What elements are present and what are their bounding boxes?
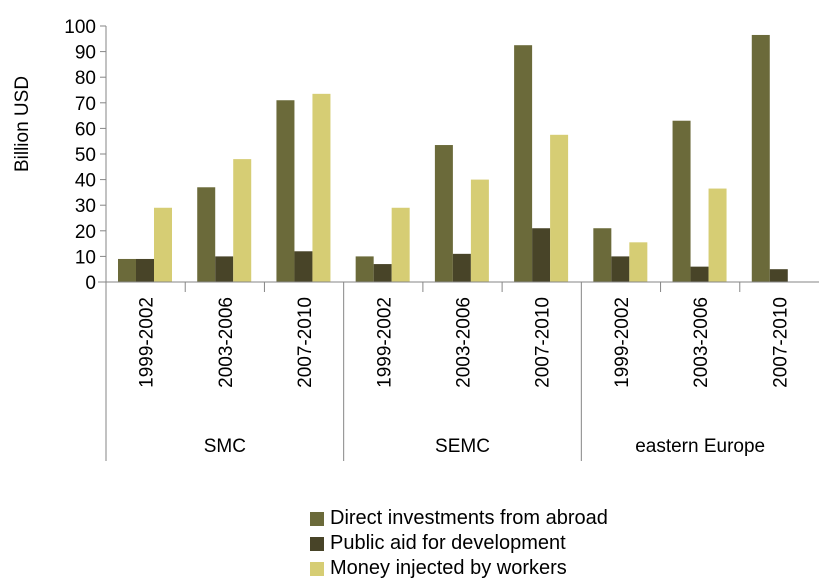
y-axis: 0 10 20 30 40 50 60 70 80 90 100: [64, 17, 107, 294]
x-tick-label: 2007-2010: [295, 297, 316, 388]
bar: [708, 188, 727, 282]
x-axis: 1999-2002 2003-2006 2007-2010 1999-2002 2003…: [98, 281, 819, 461]
bar: [294, 251, 313, 282]
legend-swatch: [310, 561, 324, 576]
bar: [434, 145, 453, 282]
legend-item: Public aid for development: [310, 531, 608, 556]
y-tick-label: 90: [75, 43, 96, 64]
bar: [514, 45, 533, 283]
bar: [355, 256, 374, 282]
bar: [276, 100, 295, 283]
bar: [769, 269, 788, 282]
y-tick-label: 20: [75, 222, 96, 243]
x-tick-label: 2003-2006: [454, 297, 475, 388]
legend: Direct investments from abroad Public aid…: [310, 506, 608, 581]
bar: [136, 258, 154, 282]
bar: [452, 253, 471, 282]
legend-swatch: [310, 511, 324, 526]
bar: [470, 179, 489, 282]
legend-swatch: [310, 536, 324, 551]
legend-label: Public aid for development: [330, 532, 566, 554]
y-tick-label: 0: [85, 273, 96, 294]
bar: [373, 264, 392, 282]
y-axis-label: Billion USD: [12, 76, 33, 172]
x-tick-label: 1999-2002: [374, 297, 395, 388]
x-tick-label: 2007-2010: [533, 297, 554, 388]
bars: [118, 34, 788, 283]
bar: [751, 34, 770, 283]
legend-label: Money injected by workers: [330, 557, 567, 579]
y-tick-label: 30: [75, 196, 96, 217]
y-tick-label: 100: [64, 17, 96, 38]
bar: [611, 256, 630, 282]
bar: [215, 256, 234, 282]
bar: [593, 228, 612, 282]
x-tick-label: 2003-2006: [216, 297, 237, 388]
y-tick-label: 60: [75, 119, 96, 140]
x-tick-label: 1999-2002: [612, 297, 633, 388]
bar: [233, 159, 252, 282]
x-tick-label: 2007-2010: [770, 297, 791, 388]
bar: [312, 93, 331, 282]
group-label: eastern Europe: [635, 436, 765, 457]
group-label: SMC: [204, 436, 246, 457]
bar: [550, 134, 569, 282]
x-tick-label: 2003-2006: [691, 297, 712, 388]
legend-label: Direct investments from abroad: [330, 507, 608, 529]
bar: [629, 242, 648, 282]
y-tick-label: 40: [75, 171, 96, 192]
x-tick-label: 1999-2002: [137, 297, 158, 388]
group-label: SEMC: [435, 436, 490, 457]
bar: [672, 120, 691, 282]
y-tick-label: 70: [75, 94, 96, 115]
y-tick-label: 80: [75, 68, 96, 89]
bar: [154, 207, 172, 282]
legend-item: Direct investments from abroad: [310, 506, 608, 531]
bar: [532, 228, 551, 282]
bar: [690, 266, 709, 282]
bar: [391, 207, 410, 282]
bar: [118, 258, 136, 282]
legend-item: Money injected by workers: [310, 556, 608, 581]
y-tick-label: 10: [75, 247, 96, 268]
y-tick-label: 50: [75, 145, 96, 166]
bar: [197, 187, 216, 282]
